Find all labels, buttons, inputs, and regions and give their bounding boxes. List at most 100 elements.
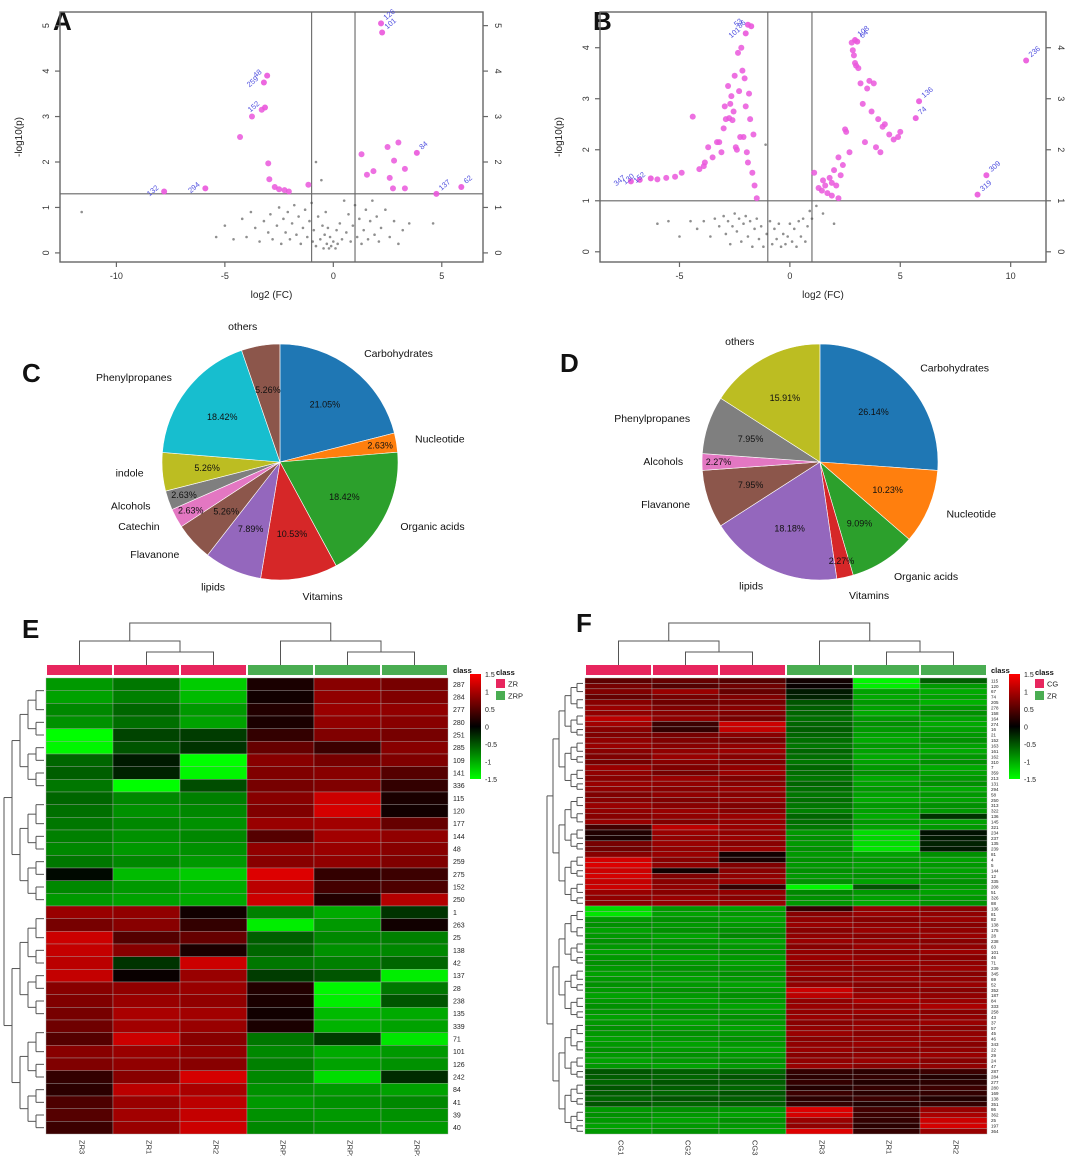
point-label: 152 [246,99,261,114]
slice-percent-label: 18.42% [207,412,238,422]
svg-text:284: 284 [453,695,465,702]
svg-text:ZR: ZR [1047,692,1058,701]
svg-text:144: 144 [453,834,465,841]
legend-swatch [496,679,505,688]
legend-swatch [496,691,505,700]
svg-text:3: 3 [41,114,51,119]
slice-percent-label: 7.95% [738,434,764,444]
slice-percent-label: 2.63% [178,505,204,515]
svg-text:22: 22 [991,1047,997,1052]
row-labels: 2872842772802512851091413361151201771444… [453,682,465,1132]
svg-text:71: 71 [453,1037,461,1044]
pie-slice [819,343,939,471]
svg-text:0: 0 [41,250,51,255]
annotation-segment [47,665,112,675]
svg-text:161: 161 [991,749,999,754]
svg-text:0: 0 [331,271,336,281]
svg-text:ZRP3: ZRP3 [413,1140,422,1156]
svg-text:48: 48 [453,847,461,854]
point-label: 132 [145,183,160,198]
svg-text:25: 25 [991,1118,997,1123]
svg-text:1: 1 [493,205,503,210]
svg-text:234: 234 [991,830,999,835]
pie-slice [241,343,281,463]
svg-text:145: 145 [991,819,999,824]
svg-text:3: 3 [581,96,591,101]
pie-slice [162,350,281,463]
slice-name-label: lipids [739,581,763,593]
slice-percent-label: 7.89% [238,524,264,534]
slice-name-label: lipids [201,581,225,593]
slice-name-label: Carbohydrates [920,363,989,375]
svg-text:88: 88 [991,901,997,906]
svg-text:364: 364 [991,1129,999,1134]
svg-text:69: 69 [991,977,997,982]
svg-text:101: 101 [453,1049,465,1056]
svg-text:287: 287 [991,1069,999,1074]
svg-text:5: 5 [41,23,51,28]
svg-text:2: 2 [493,159,503,164]
svg-text:351: 351 [991,1102,999,1107]
slice-name-label: Organic acids [400,521,464,533]
svg-text:197: 197 [991,1123,999,1128]
svg-text:322: 322 [991,809,999,814]
svg-text:275: 275 [453,872,465,879]
svg-text:52: 52 [991,982,997,987]
x-axis-label: log2 (FC) [802,290,844,301]
svg-text:339: 339 [453,1024,465,1031]
svg-text:1.5: 1.5 [485,672,495,679]
svg-text:12: 12 [991,874,997,879]
slice-percent-label: 2.63% [171,490,197,500]
svg-text:144: 144 [991,868,999,873]
nonsignificant-points [80,160,435,250]
svg-text:250: 250 [453,897,465,904]
pie-labels: 21.05% Carbohydrates 2.63% Nucleotide 18.42%… [96,321,465,603]
svg-text:3: 3 [493,114,503,119]
svg-text:ZR3: ZR3 [78,1140,87,1154]
svg-text:287: 287 [453,682,465,689]
class-legend: class ZR ZRP [496,668,523,701]
legend-swatch [1035,691,1044,700]
point-label: 319 [978,178,993,193]
axis-ticks: -5 0 5 10 0 0 1 1 2 2 3 3 4 4 [581,45,1066,281]
slice-name-label: Phenylpropanes [96,372,172,384]
row-labels: 1151206774205278158164274162115216316116… [991,678,999,1134]
point-label: 62 [462,173,474,185]
slice-name-label: Nucleotide [415,433,465,445]
svg-text:10: 10 [1006,271,1016,281]
svg-text:41: 41 [453,1100,461,1107]
svg-text:67: 67 [991,689,997,694]
row-dendrogram [546,682,583,1132]
svg-text:28: 28 [991,933,997,938]
svg-text:164: 164 [991,716,999,721]
slice-percent-label: 10.53% [277,529,308,539]
svg-text:115: 115 [991,678,999,683]
row-dendrogram [3,690,44,1129]
slice-name-label: Vitamins [849,590,889,602]
pie-slice [819,461,939,540]
slice-name-label: Phenylpropanes [614,413,690,425]
svg-text:362: 362 [991,1113,999,1118]
pie-slice [720,461,838,581]
svg-text:0.5: 0.5 [1024,707,1034,714]
pie-slices [161,343,399,581]
annotation-segment [921,665,986,675]
svg-text:-5: -5 [675,271,683,281]
svg-text:-0.5: -0.5 [485,742,497,749]
svg-text:0: 0 [1056,249,1066,254]
pie-slice [279,343,395,463]
threshold-lines [60,12,483,262]
svg-text:ZRP2: ZRP2 [346,1140,355,1156]
svg-text:47: 47 [991,1064,997,1069]
svg-text:277: 277 [453,707,465,714]
svg-text:42: 42 [453,961,461,968]
slice-name-label: Alcohols [643,456,683,468]
svg-text:4: 4 [493,69,503,74]
slice-percent-label: 7.95% [738,480,764,490]
slice-name-label: others [228,321,257,333]
slice-percent-label: 2.27% [706,457,732,467]
column-labels: ZR3 ZR1 ZR2 ZRP1 ZRP2 ZRP3 [78,1140,422,1156]
svg-text:335: 335 [991,879,999,884]
svg-text:ZR1: ZR1 [885,1140,894,1154]
svg-text:5: 5 [439,271,444,281]
